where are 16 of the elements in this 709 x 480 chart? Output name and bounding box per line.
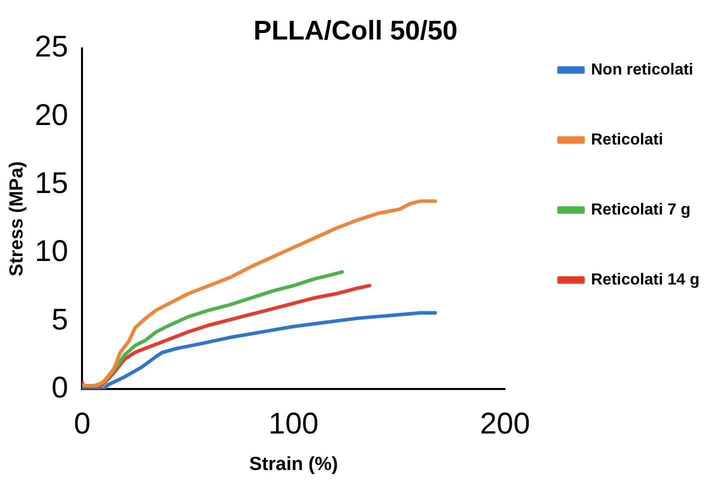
legend-label: Reticolati 7 g bbox=[591, 201, 691, 218]
chart-title: PLLA/Coll 50/50 bbox=[253, 16, 458, 46]
x-axis-title: Strain (%) bbox=[249, 454, 338, 475]
x-tick-label: 0 bbox=[74, 407, 91, 440]
y-tick-label: 0 bbox=[51, 371, 68, 404]
y-tick-label: 25 bbox=[34, 30, 68, 64]
legend-label: Non reticolati bbox=[591, 61, 694, 78]
x-tick-label: 100 bbox=[268, 407, 319, 440]
y-axis-title: Stress (MPa) bbox=[6, 161, 28, 276]
legend-label: Reticolati 14 g bbox=[591, 271, 700, 288]
y-tick-label: 20 bbox=[34, 98, 68, 132]
legend-label: Reticolati bbox=[591, 131, 664, 148]
y-tick-label: 15 bbox=[34, 166, 68, 200]
x-tick-label: 200 bbox=[480, 407, 530, 440]
y-tick-label: 10 bbox=[34, 235, 68, 268]
y-tick-label: 5 bbox=[51, 303, 68, 336]
